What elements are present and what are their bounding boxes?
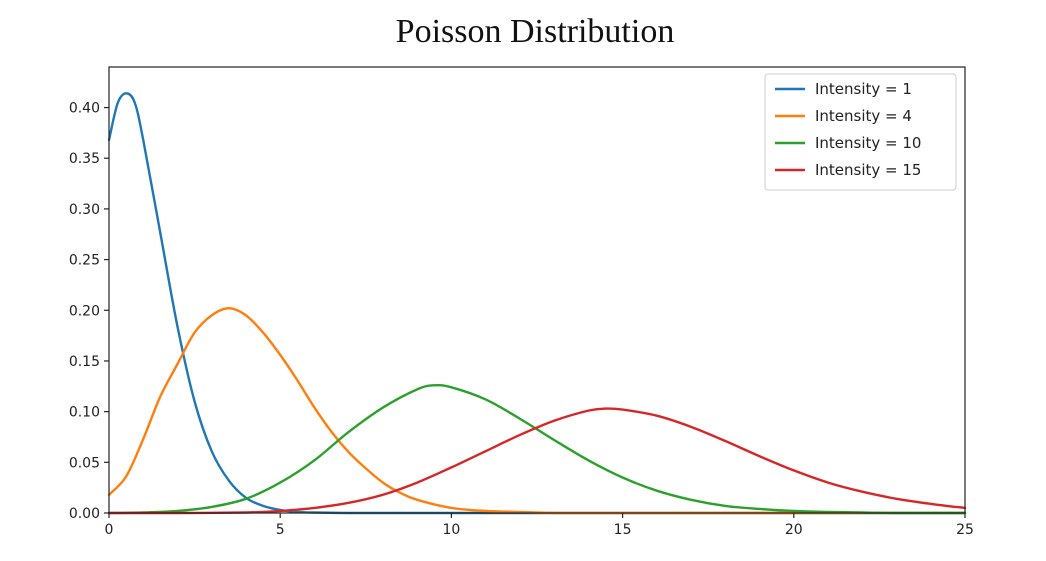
y-tick-label: 0.15 xyxy=(69,354,100,370)
legend-box xyxy=(764,73,957,191)
series-line-3 xyxy=(107,383,967,515)
y-tick-label: 0.35 xyxy=(69,151,100,167)
legend-label: Intensity = 10 xyxy=(815,134,921,152)
y-tick-label: 0.00 xyxy=(69,506,100,522)
y-axis: 0.00 0.05 0.10 0.15 0.20 0.25 0.30 0.35 0.40 xyxy=(69,101,109,522)
y-tick-label: 0.40 xyxy=(69,101,100,117)
axes-frame xyxy=(108,66,966,514)
legend-label: Intensity = 15 xyxy=(815,161,921,179)
chart-title: Poisson Distribution xyxy=(396,13,675,50)
x-tick-label: 0 xyxy=(105,522,114,538)
x-tick-label: 15 xyxy=(614,522,632,538)
series-line-2 xyxy=(107,307,967,515)
y-tick-label: 0.30 xyxy=(69,202,100,218)
x-tick-label: 20 xyxy=(785,522,803,538)
legend: Intensity = 1 Intensity = 4 Intensity = 10… xyxy=(764,73,957,191)
x-tick-label: 10 xyxy=(442,522,460,538)
x-axis: 0 5 10 15 20 25 xyxy=(105,513,974,538)
x-tick-label: 25 xyxy=(956,522,974,538)
legend-label: Intensity = 1 xyxy=(815,80,912,98)
y-tick-label: 0.10 xyxy=(69,405,100,421)
series-line-4 xyxy=(107,407,967,515)
y-tick-label: 0.05 xyxy=(69,455,100,471)
x-tick-label: 5 xyxy=(276,522,285,538)
legend-label: Intensity = 4 xyxy=(815,107,912,125)
y-tick-label: 0.20 xyxy=(69,303,100,319)
y-tick-label: 0.25 xyxy=(69,253,100,269)
